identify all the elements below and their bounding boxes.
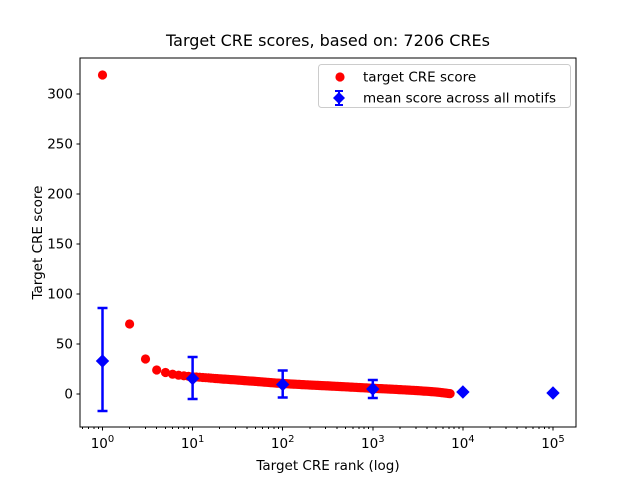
x-tick-label: 100 [91,434,115,452]
plot-area-border [79,57,577,428]
mean-score-point [366,382,380,396]
target-cre-score-point [445,389,455,399]
axis-tick-labels: 100 101 102 103 104 105 0 50 100 150 200 250 300 [47,87,565,453]
legend-box [318,64,571,108]
target-cre-score-point [97,70,108,80]
target-cre-score-point [152,365,162,375]
x-tick-label: 102 [271,434,295,452]
y-tick-label: 250 [47,137,73,153]
y-tick-label: 200 [47,187,73,203]
plot-title: Target CRE scores, based on: 7206 CREs [165,31,490,50]
mean-score-point [276,377,290,392]
x-tick-label: 103 [361,434,385,452]
mean-score-point [456,385,470,399]
y-tick-label: 150 [47,237,73,253]
target-cre-score-series [97,70,455,399]
y-tick-label: 50 [56,337,73,353]
target-cre-score-point [125,319,135,329]
y-axis-label: Target CRE score [30,186,46,301]
y-tick-label: 100 [47,287,73,303]
x-axis-label: Target CRE rank (log) [255,458,399,474]
legend-entry-mean-score: mean score across all motifs [363,91,556,107]
y-tick-label: 300 [47,87,73,103]
x-tick-label: 101 [181,434,205,452]
legend-entry-target-cre-score: target CRE score [363,70,476,86]
mean-score-series [95,306,560,413]
target-cre-score-point [140,354,151,364]
legend: target CRE score mean score across all m… [318,64,571,108]
x-tick-label: 104 [451,434,475,452]
legend-blue-diamond-errorbar-icon [333,90,345,106]
mean-score-point [546,386,560,400]
axis-major-ticks [76,93,554,431]
legend-red-dot-icon [335,72,345,82]
y-tick-label: 0 [64,387,73,403]
x-tick-label: 105 [541,434,565,452]
target-cre-score-point [160,367,171,378]
mean-score-point [185,371,200,386]
mean-score-point [95,354,110,368]
